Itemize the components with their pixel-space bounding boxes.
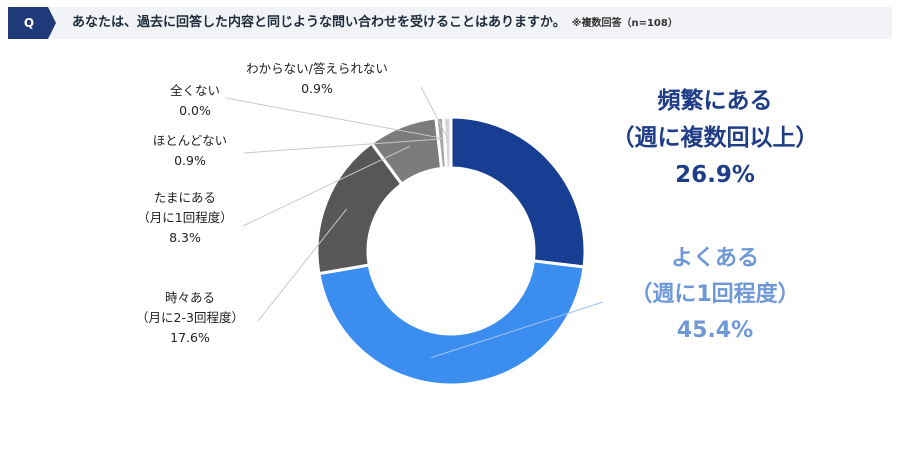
callout-slice-0-sublabel: （週に複数回以上）: [611, 125, 819, 151]
leader-line-slice-1: [430, 301, 604, 359]
label-slice-3-value: 8.3%: [169, 230, 201, 245]
sample-size-note: ※複数回答（n=108）: [571, 18, 678, 29]
question-badge: Q: [8, 7, 56, 39]
label-slice-4-label: ほとんどない: [152, 133, 228, 148]
question-text: あなたは、過去に回答した内容と同じような問い合わせを受けることはありますか。: [72, 15, 566, 30]
label-slice-2-sublabel: （月に2-3回程度）: [136, 310, 244, 325]
label-slice-3: たまにある （月に1回程度） 8.3%: [120, 188, 250, 248]
question-text-line: あなたは、過去に回答した内容と同じような問い合わせを受けることはありますか。 ※複…: [72, 7, 678, 39]
leader-line-slice-3: [242, 145, 411, 227]
callout-slice-1: よくある （週に1回程度） 45.4%: [620, 241, 810, 349]
badge-arrow-shape: [8, 7, 56, 39]
label-slice-4: ほとんどない 0.9%: [135, 131, 245, 171]
label-slice-6-label: わからない/答えられない: [246, 61, 388, 76]
label-slice-3-sublabel: （月に1回程度）: [137, 210, 233, 225]
callout-slice-1-value: 45.4%: [676, 318, 754, 343]
question-header: [8, 7, 892, 39]
label-slice-5: 全くない 0.0%: [150, 81, 240, 121]
callout-slice-0-value: 26.9%: [675, 162, 755, 188]
callout-slice-0-label: 頻繁にある: [657, 88, 773, 114]
callout-slice-1-label: よくある: [670, 246, 759, 271]
label-slice-2: 時々ある （月に2-3回程度） 17.6%: [115, 288, 265, 348]
label-slice-2-value: 17.6%: [170, 330, 210, 345]
leader-line-slice-4: [243, 138, 442, 154]
callout-slice-1-sublabel: （週に1回程度）: [630, 282, 800, 307]
leader-line-slice-6: [420, 86, 449, 139]
leader-line-slice-2: [257, 208, 348, 322]
donut-slice-6: [441, 115, 453, 170]
label-slice-5-label: 全くない: [169, 83, 220, 98]
label-slice-3-label: たまにある: [153, 190, 217, 205]
label-slice-2-label: 時々ある: [164, 290, 215, 305]
donut-slice-1: [317, 259, 586, 387]
callout-slice-0: 頻繁にある （週に複数回以上） 26.9%: [590, 83, 840, 194]
label-slice-4-value: 0.9%: [174, 153, 206, 168]
label-slice-5-value: 0.0%: [179, 103, 211, 118]
leader-line-slice-5: [225, 97, 445, 140]
donut-slice-0: [449, 115, 587, 269]
label-slice-6-value: 0.9%: [301, 81, 333, 96]
question-badge-letter: Q: [23, 16, 35, 30]
label-slice-6: わからない/答えられない 0.9%: [222, 59, 412, 99]
